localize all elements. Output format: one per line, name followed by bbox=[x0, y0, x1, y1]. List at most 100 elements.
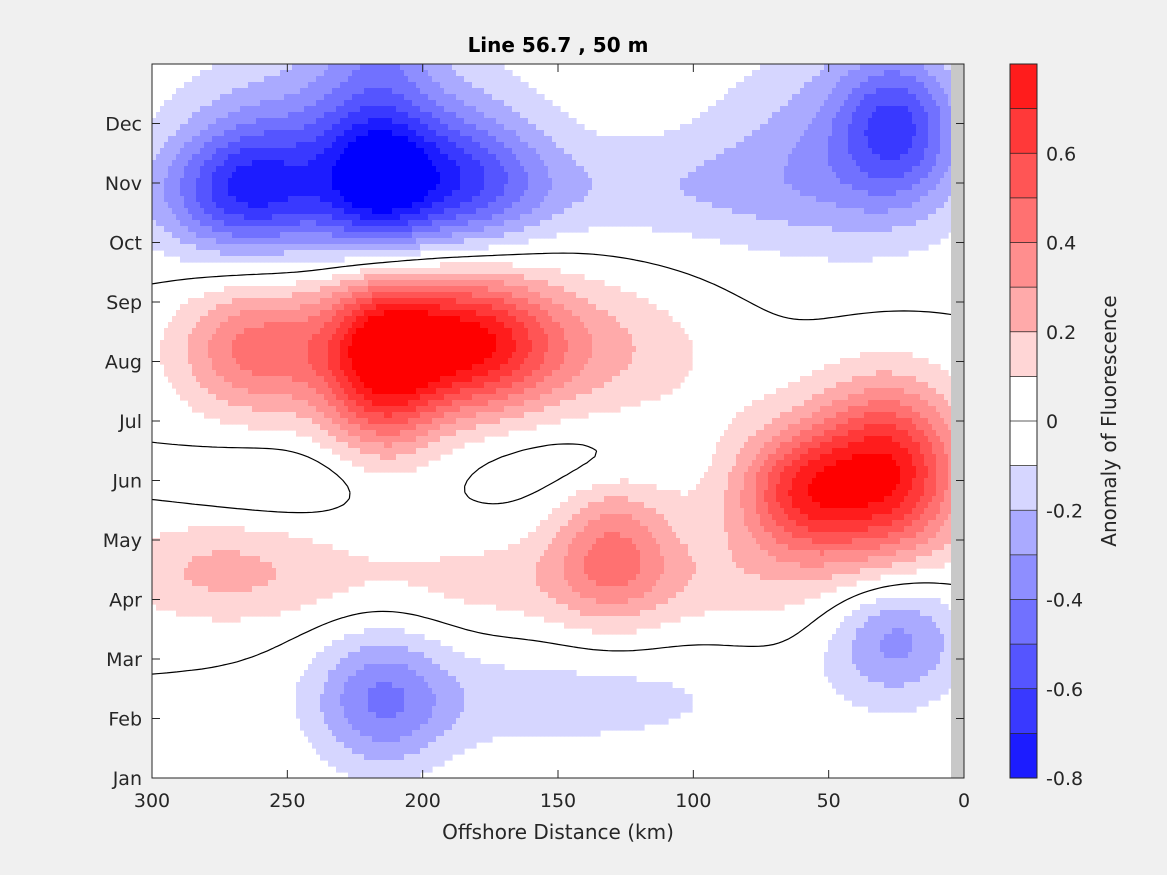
contour-cell bbox=[752, 94, 757, 101]
contour-cell bbox=[864, 124, 869, 131]
contour-cell bbox=[244, 118, 249, 125]
contour-cell bbox=[756, 76, 761, 83]
contour-cell bbox=[284, 178, 289, 185]
contour-cell bbox=[940, 148, 945, 155]
contour-cell bbox=[424, 214, 429, 221]
contour-cell bbox=[548, 118, 553, 125]
contour-cell bbox=[668, 142, 673, 149]
contour-cell bbox=[492, 166, 497, 173]
contour-cell bbox=[460, 112, 465, 119]
contour-cell bbox=[240, 148, 245, 155]
contour-cell bbox=[332, 214, 337, 221]
contour-cell bbox=[540, 124, 545, 131]
contour-cell bbox=[176, 208, 181, 215]
contour-cell bbox=[404, 214, 409, 221]
contour-cell bbox=[244, 130, 249, 137]
contour-cell bbox=[748, 214, 753, 221]
contour-cell bbox=[584, 190, 589, 197]
contour-cell bbox=[296, 196, 301, 203]
contour-cell bbox=[492, 178, 497, 185]
contour-cell bbox=[840, 64, 845, 71]
contour-cell bbox=[856, 64, 861, 71]
contour-cell bbox=[520, 148, 525, 155]
contour-cell bbox=[248, 130, 253, 137]
contour-cell bbox=[276, 136, 281, 143]
contour-cell bbox=[292, 220, 297, 227]
contour-cell bbox=[520, 106, 525, 113]
contour-cell bbox=[160, 190, 165, 197]
contour-cell bbox=[324, 142, 329, 149]
contour-cell bbox=[432, 136, 437, 143]
contour-cell bbox=[272, 196, 277, 203]
contour-cell bbox=[256, 166, 261, 173]
contour-cell bbox=[784, 184, 789, 191]
contour-cell bbox=[340, 208, 345, 215]
contour-cell bbox=[772, 106, 777, 113]
contour-cell bbox=[908, 94, 913, 101]
contour-cell bbox=[748, 82, 753, 89]
contour-cell bbox=[180, 136, 185, 143]
contour-cell bbox=[800, 148, 805, 155]
contour-cell bbox=[756, 130, 761, 137]
contour-cell bbox=[732, 136, 737, 143]
contour-cell bbox=[940, 88, 945, 95]
contour-cell bbox=[652, 214, 657, 221]
contour-cell bbox=[656, 166, 661, 173]
contour-cell bbox=[760, 196, 765, 203]
contour-cell bbox=[880, 64, 885, 71]
contour-cell bbox=[548, 100, 553, 107]
contour-cell bbox=[592, 196, 597, 203]
contour-cell bbox=[688, 172, 693, 179]
contour-cell bbox=[560, 166, 565, 173]
contour-cell bbox=[228, 202, 233, 209]
contour-cell bbox=[284, 166, 289, 173]
contour-cell bbox=[720, 124, 725, 131]
contour-cell bbox=[768, 124, 773, 131]
contour-cell bbox=[680, 172, 685, 179]
contour-cell bbox=[348, 100, 353, 107]
contour-cell bbox=[680, 130, 685, 137]
contour-cell bbox=[844, 166, 849, 173]
contour-cell bbox=[788, 76, 793, 83]
contour-cell bbox=[364, 82, 369, 89]
contour-cell bbox=[388, 226, 393, 233]
contour-cell bbox=[804, 94, 809, 101]
contour-cell bbox=[524, 196, 529, 203]
contour-cell bbox=[796, 154, 801, 161]
contour-cell bbox=[528, 172, 533, 179]
contour-cell bbox=[852, 100, 857, 107]
contour-cell bbox=[900, 124, 905, 131]
contour-cell bbox=[944, 178, 949, 185]
contour-cell bbox=[416, 166, 421, 173]
contour-cell bbox=[788, 184, 793, 191]
contour-cell bbox=[360, 118, 365, 125]
contour-cell bbox=[556, 112, 561, 119]
contour-cell bbox=[820, 82, 825, 89]
contour-cell bbox=[676, 160, 681, 167]
contour-cell bbox=[152, 118, 157, 125]
contour-cell bbox=[408, 226, 413, 233]
contour-cell bbox=[616, 142, 621, 149]
contour-cell bbox=[736, 148, 741, 155]
contour-cell bbox=[876, 160, 881, 167]
contour-cell bbox=[544, 166, 549, 173]
contour-cell bbox=[596, 166, 601, 173]
contour-cell bbox=[432, 208, 437, 215]
contour-cell bbox=[536, 100, 541, 107]
contour-cell bbox=[892, 76, 897, 83]
contour-cell bbox=[452, 94, 457, 101]
contour-cell bbox=[736, 106, 741, 113]
contour-cell bbox=[160, 148, 165, 155]
contour-cell bbox=[868, 172, 873, 179]
contour-cell bbox=[468, 142, 473, 149]
contour-cell bbox=[920, 208, 925, 215]
contour-cell bbox=[348, 160, 353, 167]
contour-cell bbox=[868, 190, 873, 197]
contour-cell bbox=[944, 172, 949, 179]
contour-cell bbox=[332, 166, 337, 173]
contour-cell bbox=[260, 220, 265, 227]
contour-cell bbox=[872, 208, 877, 215]
contour-cell bbox=[312, 100, 317, 107]
contour-cell bbox=[364, 184, 369, 191]
contour-cell bbox=[224, 82, 229, 89]
